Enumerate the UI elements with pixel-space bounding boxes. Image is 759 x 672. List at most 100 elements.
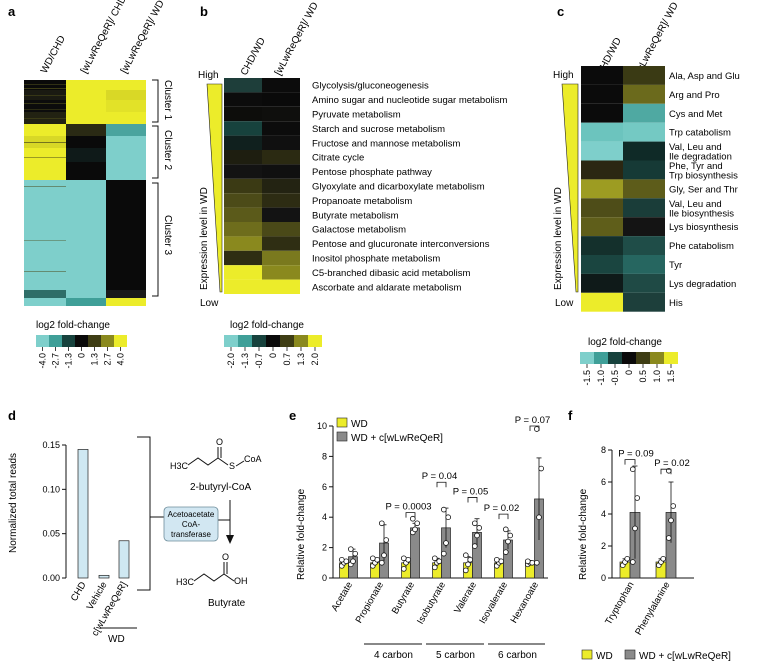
heatmap-cell [581,66,623,85]
panel-a-heatmap [24,80,146,306]
panel-c-label: c [557,4,564,19]
panel-b-column-labels: CHD/WD [wLwReQeR]/ WD [239,1,321,78]
panel-a-legend: -4.0 -2.7 -1.3 0 1.3 2.7 4.0 [36,335,127,369]
enzyme-text-3: transferase [171,530,212,539]
data-point [660,555,666,562]
legend-f-wd-label: WD [596,651,613,662]
heatmap-cell [224,250,262,266]
legend-swatch [101,335,114,347]
y-tick-label: 4 [322,512,327,522]
heatmap-row-label: Starch and sucrose metabolism [312,124,445,135]
heatmap-row-label: Amino sugar and nucleotide sugar metabol… [312,95,507,106]
panel-a-col-3: [wLwReQeR]/ WD [119,0,167,75]
data-point [462,552,469,558]
heatmap-cell [623,273,665,293]
bar [410,527,420,579]
data-point [440,550,447,557]
heatmap-cell [262,193,300,208]
heatmap-cell [224,106,262,122]
heatmap-cell [262,265,300,280]
data-point [536,514,542,520]
group-5-carbon: 5 carbon [436,650,475,661]
heatmap-a-band [66,136,106,148]
data-point [440,506,447,513]
x-tick-label: Isovalerate [477,580,510,626]
legend-swatch [238,335,252,347]
panel-b-high: High [198,70,219,81]
h3c-label-1: H3C [170,461,189,471]
data-point [465,561,471,568]
panel-b-axis-label: Expression level in WD [199,187,210,290]
legend-tick-label: -0.7 [254,353,264,369]
heatmap-cell [581,122,623,142]
y-tick-label: 2 [322,543,327,553]
heatmap-row-label: Inositol phosphate metabolism [312,254,440,265]
substrate-label: 2-butyryl-CoA [190,482,251,493]
butyrate-structure: H3C O OH Butyrate [176,552,248,609]
significance-bracket [498,513,509,520]
panel-c-axis-label: Expression level in WD [553,187,564,290]
legend-f-treat-swatch [624,649,636,660]
panel-a-cluster-brackets: Cluster 1 Cluster 2 Cluster 3 [152,79,173,297]
heatmap-cell [623,66,665,85]
heatmap-cell [262,135,300,150]
x-tick-label: Propionate [354,580,387,625]
y-tick-label: 0 [322,573,327,583]
heatmap-a-band [106,148,146,162]
x-tick-label: Phenylalanine [633,580,672,637]
heatmap-cell [623,292,665,312]
heatmap-row-label: Arg and Pro [669,90,720,101]
y-tick-label: 8 [322,451,327,461]
data-point [369,555,376,562]
significance-bracket [624,459,636,465]
group-4-carbon: 4 carbon [374,650,413,661]
panel-f-label: f [568,408,573,423]
heatmap-cell [262,207,300,222]
data-point [474,532,480,539]
heatmap-cell [224,279,262,294]
y-tick-label: 4 [601,509,606,519]
heatmap-cell [224,222,262,237]
y-tick-label: 6 [322,482,327,492]
legend-swatch [308,335,322,347]
heatmap-row-label: Cys and Met [669,109,723,120]
heatmap-row-label: Fructose and mannose metabolism [312,138,460,149]
data-point [629,466,636,473]
heatmap-a-band [66,298,106,306]
heatmap-a-stripe [24,95,66,96]
enzyme-text-1: Acetoacetate [168,510,215,519]
heatmap-cell [623,160,665,180]
legend-swatch [608,352,622,364]
heatmap-cell [581,217,623,237]
heatmap-cell [623,236,665,255]
legend-tick-label: 2.0 [310,353,320,366]
data-point [383,537,390,543]
heatmap-a-band [24,124,66,136]
data-point [502,526,509,533]
heatmap-row-label: Glycolysis/gluconeogenesis [312,81,429,92]
heatmap-cell [581,292,623,312]
significance-bracket [529,425,540,431]
heatmap-a-band [66,100,106,112]
panel-e-legend: WD WD + c[wLwReQeR] [336,417,443,444]
heatmap-row-label: His [669,298,683,309]
panel-c-legend: -1.5 -1.0 -0.5 0 0.5 1.0 1.5 [580,352,678,386]
heatmap-cell [581,84,623,104]
x-tick-label: Isobutyrate [415,580,448,626]
heatmap-cell [262,250,300,266]
heatmap-a-band [106,180,146,290]
data-point [445,514,452,520]
panel-b-legend-title: log2 fold-change [230,320,304,331]
heatmap-row-label: Lys degradation [669,279,736,290]
heatmap-cell [623,217,665,237]
heatmap-a-stripe [24,142,66,143]
p-value-label: P = 0.04 [422,471,457,482]
data-point [624,555,630,562]
heatmap-a-band [106,124,146,136]
x-tick-label: Tryptophan [603,580,636,627]
panel-a-label: a [8,4,16,19]
legend-tick-label: 0 [268,353,278,358]
panel-b-low: Low [200,298,219,309]
bar-d [118,540,130,579]
